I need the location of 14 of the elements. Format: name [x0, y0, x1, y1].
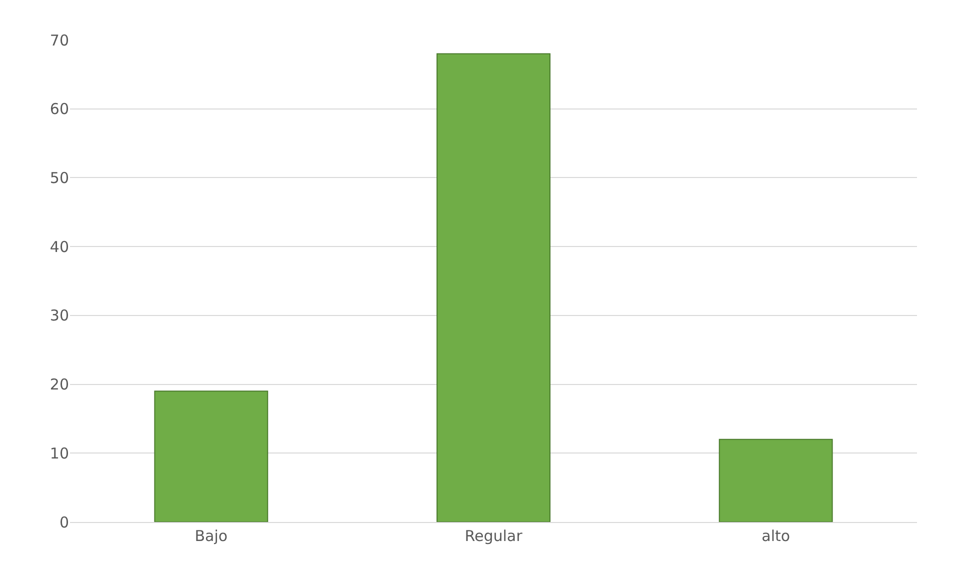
x-tick-label: alto	[762, 527, 790, 545]
y-tick-label: 10	[50, 444, 69, 462]
y-tick-label: 0	[59, 513, 69, 532]
bar	[718, 438, 833, 522]
y-tick-label: 60	[50, 100, 69, 118]
x-tick-label: Regular	[464, 527, 524, 545]
bar	[154, 390, 268, 522]
y-tick-label: 50	[50, 168, 69, 187]
x-tick-label: Bajo	[194, 527, 228, 545]
y-tick-label: 20	[50, 376, 69, 394]
y-tick-label: 70	[50, 31, 69, 50]
y-tick-label: 30	[50, 306, 69, 325]
y-tick-label: 40	[50, 238, 69, 256]
bar	[436, 53, 550, 522]
